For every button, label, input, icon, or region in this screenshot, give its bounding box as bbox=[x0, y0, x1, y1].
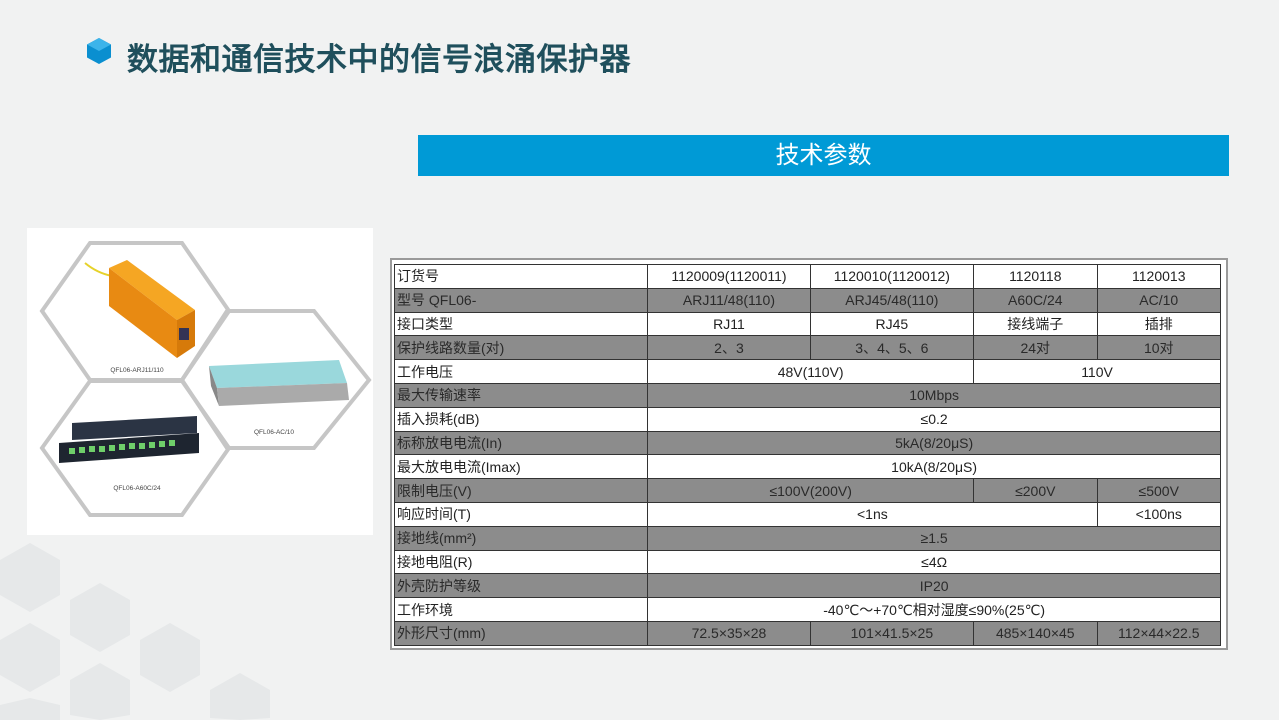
hexagon-bullet-icon bbox=[87, 38, 111, 64]
table-row: 接口类型 RJ11 RJ45 接线端子 插排 bbox=[393, 311, 1221, 337]
table-cell: 1120009(1120011) bbox=[647, 264, 811, 289]
table-cell: 插排 bbox=[1096, 311, 1221, 337]
table-cell: 48V(110V) bbox=[647, 359, 975, 384]
product-label: QFL06-ARJ11/110 bbox=[110, 367, 164, 374]
table-cell: 2、3 bbox=[647, 335, 811, 361]
row-label: 外壳防护等级 bbox=[393, 573, 649, 599]
spec-table: 订货号 1120009(1120011) 1120010(1120012) 11201… bbox=[393, 264, 1221, 646]
table-cell: 101×41.5×25 bbox=[809, 620, 975, 646]
table-cell: 24对 bbox=[973, 335, 1098, 361]
table-cell: 110V bbox=[973, 359, 1221, 384]
table-cell: -40℃～+70℃相对湿度≤90%(25℃) bbox=[647, 597, 1221, 622]
table-cell: 3、4、5、6 bbox=[809, 335, 975, 361]
table-cell: 5kA(8/20μS) bbox=[647, 430, 1221, 456]
table-cell: ARJ45/48(110) bbox=[809, 287, 975, 313]
table-cell: 1120118 bbox=[973, 264, 1098, 289]
product-label: QFL06-A60C/24 bbox=[113, 485, 161, 492]
table-row: 最大放电电流(Imax) 10kA(8/20μS) bbox=[393, 454, 1221, 480]
section-header: 技术参数 bbox=[418, 135, 1229, 176]
table-cell: ≥1.5 bbox=[647, 525, 1221, 551]
table-cell: 10kA(8/20μS) bbox=[647, 454, 1221, 480]
row-label: 插入损耗(dB) bbox=[393, 406, 649, 432]
table-row: 外壳防护等级 IP20 bbox=[393, 573, 1221, 599]
table-row: 最大传输速率 10Mbps bbox=[393, 382, 1221, 408]
product-label: QFL06-AC/10 bbox=[254, 429, 294, 436]
product-a60c-image bbox=[59, 416, 199, 463]
table-cell: RJ45 bbox=[809, 311, 975, 337]
row-label: 订货号 bbox=[393, 264, 649, 289]
row-label: 接地线(mm²) bbox=[393, 525, 649, 551]
table-cell: A60C/24 bbox=[973, 287, 1098, 313]
table-cell: <100ns bbox=[1096, 501, 1221, 527]
table-cell: 10对 bbox=[1096, 335, 1221, 361]
table-cell: ≤4Ω bbox=[647, 549, 1221, 575]
table-cell: 1120010(1120012) bbox=[809, 264, 975, 289]
table-row: 外形尺寸(mm) 72.5×35×28 101×41.5×25 485×140×45 1… bbox=[393, 620, 1221, 646]
table-cell: 112×44×22.5 bbox=[1096, 620, 1221, 646]
table-cell: ARJ11/48(110) bbox=[647, 287, 811, 313]
row-label: 响应时间(T) bbox=[393, 501, 649, 527]
row-label: 保护线路数量(对) bbox=[393, 335, 649, 361]
table-row: 限制电压(V) ≤100V(200V) ≤200V ≤500V bbox=[393, 478, 1221, 503]
row-label: 型号 QFL06- bbox=[393, 287, 649, 313]
table-cell: ≤200V bbox=[973, 478, 1098, 503]
table-cell: ≤100V(200V) bbox=[647, 478, 975, 503]
table-row: 标称放电电流(In) 5kA(8/20μS) bbox=[393, 430, 1221, 456]
table-row: 插入损耗(dB) ≤0.2 bbox=[393, 406, 1221, 432]
table-cell: 1120013 bbox=[1096, 264, 1221, 289]
table-cell: <1ns bbox=[647, 501, 1098, 527]
row-label: 工作电压 bbox=[393, 359, 649, 384]
product-ac10-image bbox=[209, 360, 349, 406]
row-label: 限制电压(V) bbox=[393, 478, 649, 503]
table-row: 接地线(mm²) ≥1.5 bbox=[393, 525, 1221, 551]
table-cell: 10Mbps bbox=[647, 382, 1221, 408]
table-row: 保护线路数量(对) 2、3 3、4、5、6 24对 10对 bbox=[393, 335, 1221, 361]
table-cell: IP20 bbox=[647, 573, 1221, 599]
table-cell: 485×140×45 bbox=[973, 620, 1098, 646]
spec-table-frame: 订货号 1120009(1120011) 1120010(1120012) 11201… bbox=[390, 258, 1228, 650]
table-cell: ≤0.2 bbox=[647, 406, 1221, 432]
table-cell: ≤500V bbox=[1096, 478, 1221, 503]
row-label: 接地电阻(R) bbox=[393, 549, 649, 575]
table-row: 工作环境 -40℃～+70℃相对湿度≤90%(25℃) bbox=[393, 597, 1221, 622]
table-cell: 72.5×35×28 bbox=[647, 620, 811, 646]
product-hexagons: QFL06-ARJ11/110 QFL06-AC/10 QFL06-A60C/2… bbox=[39, 241, 372, 517]
table-row: 订货号 1120009(1120011) 1120010(1120012) 11201… bbox=[393, 264, 1221, 289]
row-label: 外形尺寸(mm) bbox=[393, 620, 649, 646]
product-image-panel: QFL06-ARJ11/110 QFL06-AC/10 QFL06-A60C/2… bbox=[27, 228, 373, 535]
row-label: 最大传输速率 bbox=[393, 382, 649, 408]
row-label: 标称放电电流(In) bbox=[393, 430, 649, 456]
row-label: 最大放电电流(Imax) bbox=[393, 454, 649, 480]
table-row: 接地电阻(R) ≤4Ω bbox=[393, 549, 1221, 575]
table-row: 型号 QFL06- ARJ11/48(110) ARJ45/48(110) A60C/… bbox=[393, 287, 1221, 313]
table-cell: 接线端子 bbox=[973, 311, 1098, 337]
table-row: 工作电压 48V(110V) 110V bbox=[393, 359, 1221, 384]
table-cell: RJ11 bbox=[647, 311, 811, 337]
product-arj11-image bbox=[84, 260, 195, 358]
page-title: 数据和通信技术中的信号浪涌保护器 bbox=[127, 42, 631, 78]
table-row: 响应时间(T) <1ns <100ns bbox=[393, 501, 1221, 527]
table-cell: AC/10 bbox=[1096, 287, 1221, 313]
row-label: 工作环境 bbox=[393, 597, 649, 622]
row-label: 接口类型 bbox=[393, 311, 649, 337]
